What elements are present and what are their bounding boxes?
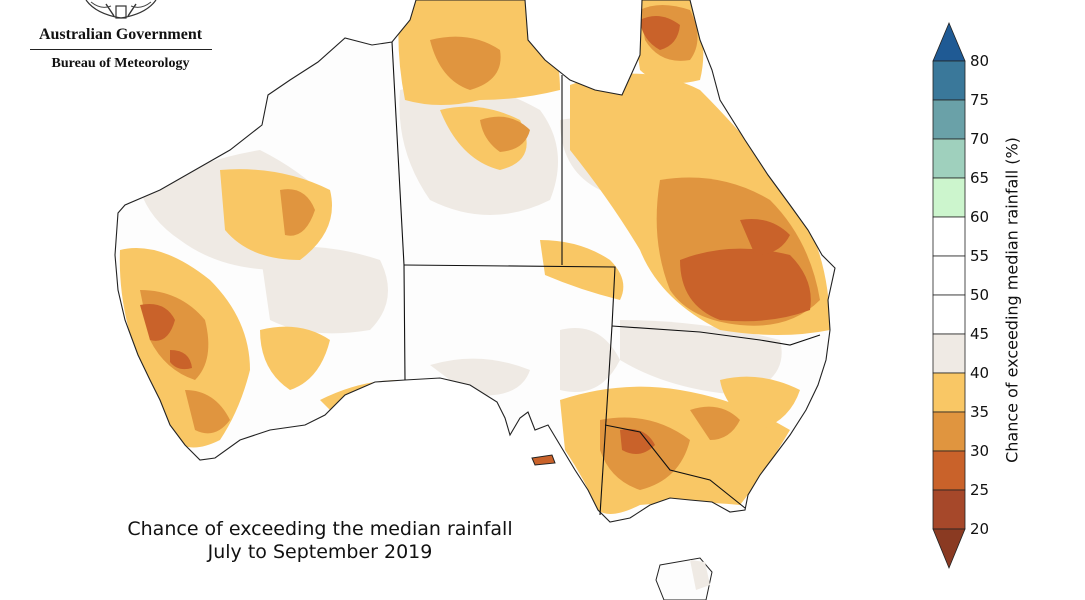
bom-logo: Australian Government Bureau of Meteorol… [18,0,223,80]
colorbar-band-20-25 [932,489,966,530]
colorbar-title: Chance of exceeding median rainfall (%) [1002,137,1022,463]
logo-divider [30,49,212,50]
colorbar-band-65-70 [932,138,966,179]
colorbar-tick-label: 50 [970,286,990,304]
government-name: Australian Government [38,26,203,43]
state-borders [391,41,821,516]
colorbar-tick-label: 60 [970,208,990,226]
colorbar-legend: 80 75 70 65 60 55 50 45 40 35 30 25 20 [925,18,1085,578]
colorbar-tick-label: 45 [970,325,990,343]
colorbar-band-25-30 [932,450,966,491]
kangaroo-island [531,454,556,466]
colorbar-tick-label: 55 [970,247,990,265]
colorbar-tick-label: 35 [970,403,990,421]
title-line-2: July to September 2019 [207,541,433,563]
title-line-1: Chance of exceeding the median rainfall [127,518,513,540]
coat-of-arms-icon [85,0,157,19]
bureau-name: Bureau of Meteorology [51,56,190,71]
colorbar-tick-label: 40 [970,364,990,382]
colorbar-tick-label: 65 [970,169,990,187]
colorbar-tick-label: 20 [970,520,990,538]
map-title: Chance of exceeding the median rainfall … [70,518,570,564]
colorbar-band-30-35 [932,411,966,452]
colorbar-band-70-75 [932,99,966,140]
colorbar-tick-label: 70 [970,130,990,148]
colorbar-band-45-50 [932,294,966,335]
colorbar-band-75-80 [932,60,966,101]
rainfall-probability-field [115,0,835,522]
colorbar-tick-label: 80 [970,52,990,70]
colorbar-bottom-triangle [932,528,966,570]
colorbar-band-35-40 [932,372,966,413]
colorbar-band-60-65 [932,177,966,218]
colorbar-top-triangle [932,21,966,62]
colorbar-band-50-55 [932,255,966,296]
colorbar-band-55-60 [932,216,966,257]
australia-rainfall-map [114,0,836,600]
colorbar-tick-label: 75 [970,91,990,109]
colorbar [932,21,966,570]
colorbar-band-40-45 [932,333,966,374]
colorbar-tick-label: 30 [970,442,990,460]
colorbar-tick-label: 25 [970,481,990,499]
